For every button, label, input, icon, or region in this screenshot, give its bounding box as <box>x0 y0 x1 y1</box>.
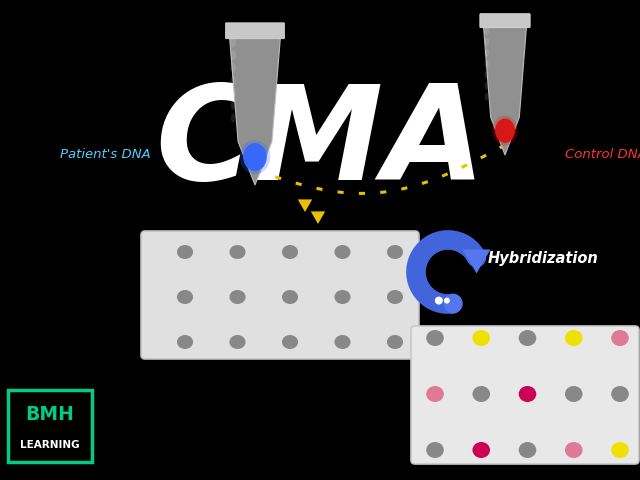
Ellipse shape <box>335 245 351 259</box>
Ellipse shape <box>230 88 236 97</box>
Ellipse shape <box>335 290 351 304</box>
Ellipse shape <box>472 330 490 346</box>
Ellipse shape <box>230 50 236 60</box>
Ellipse shape <box>611 330 628 346</box>
Ellipse shape <box>484 49 489 57</box>
Ellipse shape <box>282 290 298 304</box>
Ellipse shape <box>426 330 444 346</box>
Ellipse shape <box>230 76 236 85</box>
Ellipse shape <box>484 60 489 68</box>
FancyBboxPatch shape <box>480 13 530 28</box>
Ellipse shape <box>472 386 490 402</box>
Ellipse shape <box>231 113 236 123</box>
Ellipse shape <box>611 442 628 458</box>
Ellipse shape <box>484 16 489 24</box>
Ellipse shape <box>177 245 193 259</box>
Ellipse shape <box>282 245 298 259</box>
Text: BMH: BMH <box>26 406 74 424</box>
Text: Hybridization: Hybridization <box>488 251 599 265</box>
Text: Control DNA: Control DNA <box>565 148 640 161</box>
Ellipse shape <box>230 25 236 35</box>
Ellipse shape <box>484 38 489 46</box>
Ellipse shape <box>565 442 582 458</box>
Ellipse shape <box>611 386 628 402</box>
Text: Patient's DNA: Patient's DNA <box>60 148 150 161</box>
Ellipse shape <box>565 330 582 346</box>
Ellipse shape <box>387 245 403 259</box>
Ellipse shape <box>484 71 489 79</box>
FancyBboxPatch shape <box>225 23 285 39</box>
Ellipse shape <box>565 386 582 402</box>
Polygon shape <box>298 199 312 212</box>
FancyBboxPatch shape <box>8 390 92 462</box>
Ellipse shape <box>387 290 403 304</box>
Ellipse shape <box>177 290 193 304</box>
Ellipse shape <box>230 335 246 349</box>
Ellipse shape <box>484 27 489 35</box>
Ellipse shape <box>518 330 536 346</box>
Circle shape <box>444 298 450 303</box>
Ellipse shape <box>177 335 193 349</box>
Ellipse shape <box>231 101 236 110</box>
Ellipse shape <box>335 335 351 349</box>
Ellipse shape <box>230 290 246 304</box>
Ellipse shape <box>230 245 246 259</box>
Ellipse shape <box>518 442 536 458</box>
Ellipse shape <box>426 442 444 458</box>
Ellipse shape <box>240 140 270 174</box>
Circle shape <box>435 297 443 305</box>
FancyBboxPatch shape <box>141 231 419 359</box>
Ellipse shape <box>484 93 488 101</box>
Ellipse shape <box>484 82 488 90</box>
Ellipse shape <box>230 38 236 47</box>
Ellipse shape <box>243 143 267 171</box>
Ellipse shape <box>495 119 515 143</box>
Polygon shape <box>463 250 490 274</box>
Polygon shape <box>229 30 281 185</box>
Ellipse shape <box>282 335 298 349</box>
Ellipse shape <box>472 442 490 458</box>
Ellipse shape <box>518 386 536 402</box>
Polygon shape <box>483 20 527 155</box>
Text: LEARNING: LEARNING <box>20 440 80 450</box>
Ellipse shape <box>492 116 518 145</box>
Ellipse shape <box>426 386 444 402</box>
Polygon shape <box>311 211 325 224</box>
FancyBboxPatch shape <box>411 326 639 464</box>
Ellipse shape <box>387 335 403 349</box>
Ellipse shape <box>444 294 462 313</box>
Text: CMA: CMA <box>155 80 485 207</box>
Ellipse shape <box>230 63 236 72</box>
